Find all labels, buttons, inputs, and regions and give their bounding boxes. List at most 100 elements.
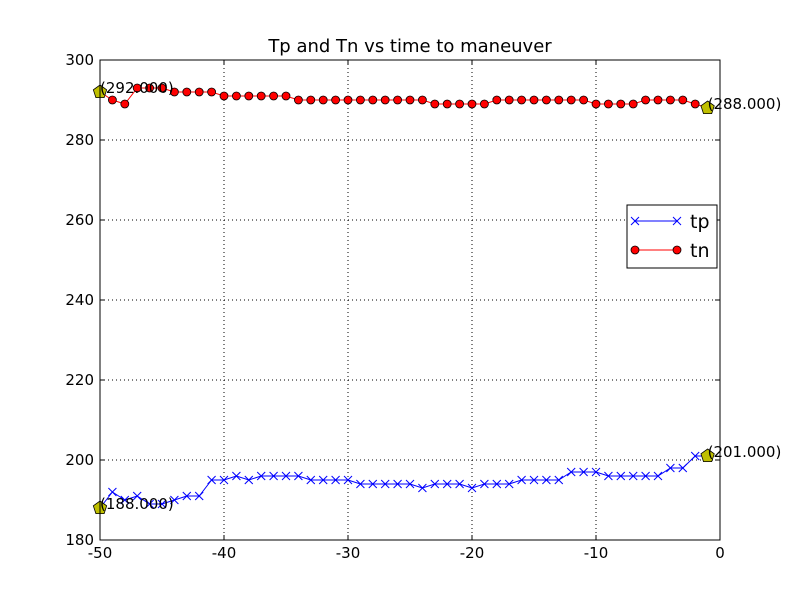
legend-swatch-marker <box>672 245 682 255</box>
series-tn-point <box>653 95 663 105</box>
series-tp-point <box>641 471 650 481</box>
x-marker-stroke <box>480 479 489 489</box>
series-tn-point <box>529 95 539 105</box>
series-tp-point <box>554 475 564 485</box>
series-tn-point <box>517 95 526 105</box>
x-marker-stroke <box>393 479 402 489</box>
x-marker-stroke <box>380 479 390 489</box>
series-tn-point <box>542 95 551 105</box>
series-tn-point <box>405 95 415 105</box>
series-tp-point <box>194 491 204 501</box>
legend-swatch-marker <box>672 216 682 226</box>
x-marker-stroke <box>294 471 303 481</box>
series-tp-point <box>380 479 390 489</box>
series-tn-point <box>616 99 626 109</box>
y-tick-label: 240 <box>65 291 94 309</box>
series-tp-point <box>182 491 192 501</box>
series-tp-point <box>294 471 303 481</box>
series-tp-point <box>566 467 576 477</box>
series-tn-point <box>145 83 155 93</box>
series-tn-point <box>504 95 514 105</box>
series-tn-point <box>120 99 130 109</box>
series-tp-point <box>690 451 700 461</box>
x-tick-label: -50 <box>88 544 113 562</box>
x-marker-stroke <box>672 216 682 226</box>
series-tn-point <box>281 91 291 101</box>
series-tp-point <box>616 471 626 481</box>
x-marker-stroke <box>244 475 254 485</box>
x-marker-stroke <box>256 471 266 481</box>
x-marker-stroke <box>653 471 663 481</box>
x-marker-stroke <box>467 483 477 493</box>
legend-label: tp <box>690 211 710 233</box>
series-tp-point <box>219 475 229 485</box>
chart-title: Tp and Tn vs time to maneuver <box>267 36 552 57</box>
x-marker-stroke <box>554 475 564 485</box>
series-tn-point <box>380 95 390 105</box>
series-tp-point <box>579 467 588 477</box>
legend-label: tn <box>690 240 710 262</box>
series-tn <box>95 83 712 113</box>
series-tp-point <box>132 491 142 501</box>
series-tp-point <box>604 471 613 481</box>
legend-box <box>626 204 718 269</box>
x-tick-label: -10 <box>584 544 609 562</box>
annotation-marker <box>700 448 715 463</box>
x-marker-stroke <box>368 479 378 489</box>
x-marker-stroke <box>579 467 588 477</box>
series-tp-point <box>331 475 340 485</box>
series-tp-point <box>232 471 241 481</box>
series-tp-point <box>529 475 539 485</box>
series-tn-line <box>99 87 708 109</box>
x-marker-stroke <box>194 491 204 501</box>
series-tp-point <box>542 475 551 485</box>
series-tn-point <box>442 99 452 109</box>
x-marker-stroke <box>529 475 539 485</box>
x-marker-stroke <box>604 471 613 481</box>
x-marker-stroke <box>331 475 340 485</box>
series-tp-point <box>467 483 477 493</box>
series-tp-point <box>120 495 130 505</box>
series-tp-point <box>145 499 154 509</box>
x-marker-stroke <box>318 475 328 485</box>
series-tn-point <box>269 91 279 101</box>
series-tn-point <box>690 99 700 109</box>
x-marker-stroke <box>492 479 502 489</box>
series-tp-point <box>666 463 675 473</box>
series-tp-point <box>269 471 278 481</box>
x-marker-stroke <box>356 479 365 489</box>
series-tn-point <box>108 95 117 105</box>
series-tp-point <box>256 471 266 481</box>
annotation-label: (201.000) <box>708 443 782 461</box>
x-marker-stroke <box>269 471 278 481</box>
x-tick-label: -20 <box>460 544 485 562</box>
x-marker-stroke <box>517 475 526 485</box>
series-tp-point <box>591 467 601 477</box>
y-tick-label: 220 <box>65 371 94 389</box>
x-marker-stroke <box>219 475 229 485</box>
series-tn-point <box>430 99 440 109</box>
series-tn-point <box>641 95 650 105</box>
x-marker-stroke <box>666 463 675 473</box>
x-marker-stroke <box>207 475 216 485</box>
series-tp <box>95 451 712 513</box>
x-marker-stroke <box>182 491 192 501</box>
series-tn-point <box>666 95 675 105</box>
legend-swatch-marker <box>630 245 640 255</box>
tick-layer: -50 -40 -30 -20 -10 0 180 200 220 240 260 280 300 <box>65 51 724 562</box>
series-tp-point <box>504 479 514 489</box>
series-tp-point <box>628 471 638 481</box>
series-tp-point <box>281 471 291 481</box>
series-tp-point <box>207 475 216 485</box>
series-tn-point <box>628 99 638 109</box>
x-tick-label: -40 <box>212 544 237 562</box>
series-tn-point <box>479 99 489 109</box>
annotation-label: (292.000) <box>100 79 174 97</box>
x-marker-stroke <box>405 479 415 489</box>
series-tp-point <box>157 499 167 509</box>
series-tn-point <box>604 99 613 109</box>
series-tn-point <box>591 99 601 109</box>
series-tn-point <box>678 95 688 105</box>
series-tn-point <box>219 91 229 101</box>
